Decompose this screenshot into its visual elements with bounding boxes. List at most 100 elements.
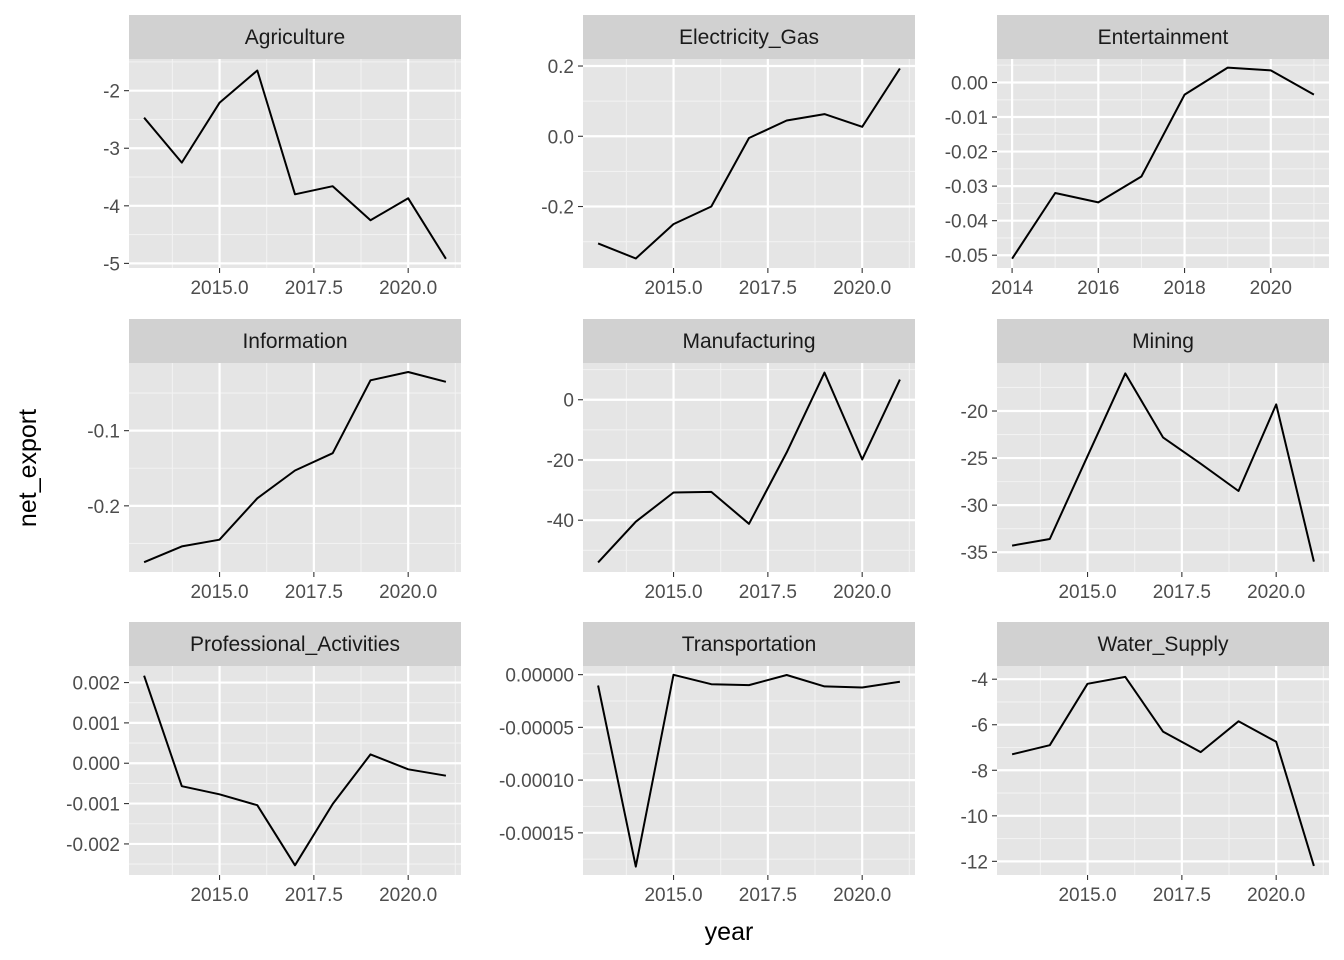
facet-information: Information 2015.0 2017.5 2020.0 -0.2 -0.1 xyxy=(87,319,461,603)
gridlines xyxy=(129,666,461,875)
gridlines xyxy=(997,59,1329,268)
y-tick-label: -30 xyxy=(961,496,988,517)
y-tick-label: -0.2 xyxy=(87,497,120,518)
data-point xyxy=(1237,490,1239,492)
data-point xyxy=(1049,538,1051,540)
x-tick-label: 2017.5 xyxy=(739,885,797,906)
x-tick-label: 2020.0 xyxy=(1247,885,1305,906)
facet-professional-activities: Professional_Activities 2015.0 2017.5 2020.… xyxy=(66,622,461,906)
y-tick-label: -0.001 xyxy=(66,795,120,816)
data-point xyxy=(597,561,599,563)
facet-strip-manufacturing xyxy=(583,319,915,363)
data-point xyxy=(1140,175,1142,177)
facet-strip-label: Water_Supply xyxy=(1097,633,1229,656)
y-tick-label: 0 xyxy=(563,391,574,412)
x-tick-label: 2015.0 xyxy=(190,278,248,299)
x-tick-label: 2020.0 xyxy=(833,885,891,906)
y-tick-label: 0.2 xyxy=(548,57,574,78)
x-tick-label: 2015.0 xyxy=(190,582,248,603)
y-tick-label: -25 xyxy=(961,449,988,470)
data-point xyxy=(1275,403,1277,405)
series-line-manufacturing xyxy=(597,371,901,564)
data-point xyxy=(1162,436,1164,438)
panel-background xyxy=(129,59,461,268)
data-point xyxy=(143,117,145,119)
x-tick-label: 2020 xyxy=(1250,278,1292,299)
data-point xyxy=(294,193,296,195)
data-point xyxy=(1054,192,1056,194)
data-point xyxy=(294,864,296,866)
facet-strip-label: Mining xyxy=(1132,330,1194,353)
x-tick-label: 2015.0 xyxy=(644,885,702,906)
data-point xyxy=(748,523,750,525)
data-point xyxy=(369,753,371,755)
series-line-mining xyxy=(1011,372,1315,562)
facet-strip-mining xyxy=(997,319,1329,363)
x-tick-label: 2017.5 xyxy=(739,582,797,603)
data-point xyxy=(1313,93,1315,95)
panel-background xyxy=(583,666,915,875)
x-tick-label: 2018 xyxy=(1163,278,1205,299)
y-tick-label: -0.2 xyxy=(541,198,574,219)
data-point xyxy=(1097,201,1099,203)
y-tick-label: -5 xyxy=(103,254,120,275)
data-point xyxy=(407,768,409,770)
data-point xyxy=(332,803,334,805)
data-point xyxy=(1011,258,1013,260)
data-point xyxy=(1227,66,1229,68)
data-point xyxy=(823,113,825,115)
y-tick-label: -6 xyxy=(971,716,988,737)
data-point xyxy=(407,371,409,373)
data-point xyxy=(1200,463,1202,465)
y-tick-label: -0.00010 xyxy=(499,771,574,792)
data-point xyxy=(1270,69,1272,71)
data-point xyxy=(672,491,674,493)
data-point xyxy=(786,451,788,453)
x-tick-label: 2020.0 xyxy=(379,885,437,906)
data-point xyxy=(710,491,712,493)
y-tick-label: -0.00015 xyxy=(499,824,574,845)
y-tick-label: -4 xyxy=(103,197,120,218)
data-point xyxy=(861,126,863,128)
gridlines xyxy=(129,59,461,268)
panel-background xyxy=(129,363,461,572)
y-tick-label: -0.05 xyxy=(945,246,988,267)
facet-strip-agriculture xyxy=(129,15,461,59)
data-point xyxy=(369,219,371,221)
y-tick-label: 0.00 xyxy=(951,73,988,94)
data-point xyxy=(861,458,863,460)
facet-agriculture: Agriculture 2015.0 2017.5 2020.0 -5 -4 -3 -2 xyxy=(103,15,461,299)
series-line-agriculture xyxy=(143,69,447,260)
data-point xyxy=(218,102,220,104)
facet-strip-label: Manufacturing xyxy=(682,330,815,353)
y-tick-label: -8 xyxy=(971,761,988,782)
data-point xyxy=(823,371,825,373)
panel-background xyxy=(583,363,915,572)
data-point xyxy=(181,161,183,163)
facet-strip-label: Agriculture xyxy=(245,26,345,49)
x-tick-label: 2014 xyxy=(991,278,1034,299)
data-point xyxy=(256,497,258,499)
gridlines xyxy=(583,59,915,268)
facet-strip-electricity-gas xyxy=(583,15,915,59)
x-tick-label: 2015.0 xyxy=(190,885,248,906)
data-point xyxy=(786,674,788,676)
data-point xyxy=(1162,730,1164,732)
x-tick-label: 2020.0 xyxy=(379,582,437,603)
y-tick-label: 0.0 xyxy=(548,127,574,148)
y-tick-label: -0.01 xyxy=(945,108,988,129)
data-point xyxy=(899,378,901,380)
data-point xyxy=(597,684,599,686)
y-tick-label: -0.04 xyxy=(945,212,989,233)
y-tick-label: 0.001 xyxy=(72,714,120,735)
panel-background xyxy=(129,666,461,875)
x-tick-label: 2017.5 xyxy=(1153,885,1211,906)
facet-water-supply: Water_Supply 2015.0 2017.5 2020.0 -12 -10 -8 -6… xyxy=(961,622,1329,906)
series-line-transportation xyxy=(597,673,901,868)
x-tick-label: 2017.5 xyxy=(1153,582,1211,603)
data-point xyxy=(597,242,599,244)
data-point xyxy=(1124,372,1126,374)
data-point xyxy=(672,223,674,225)
x-tick-label: 2020.0 xyxy=(379,278,437,299)
